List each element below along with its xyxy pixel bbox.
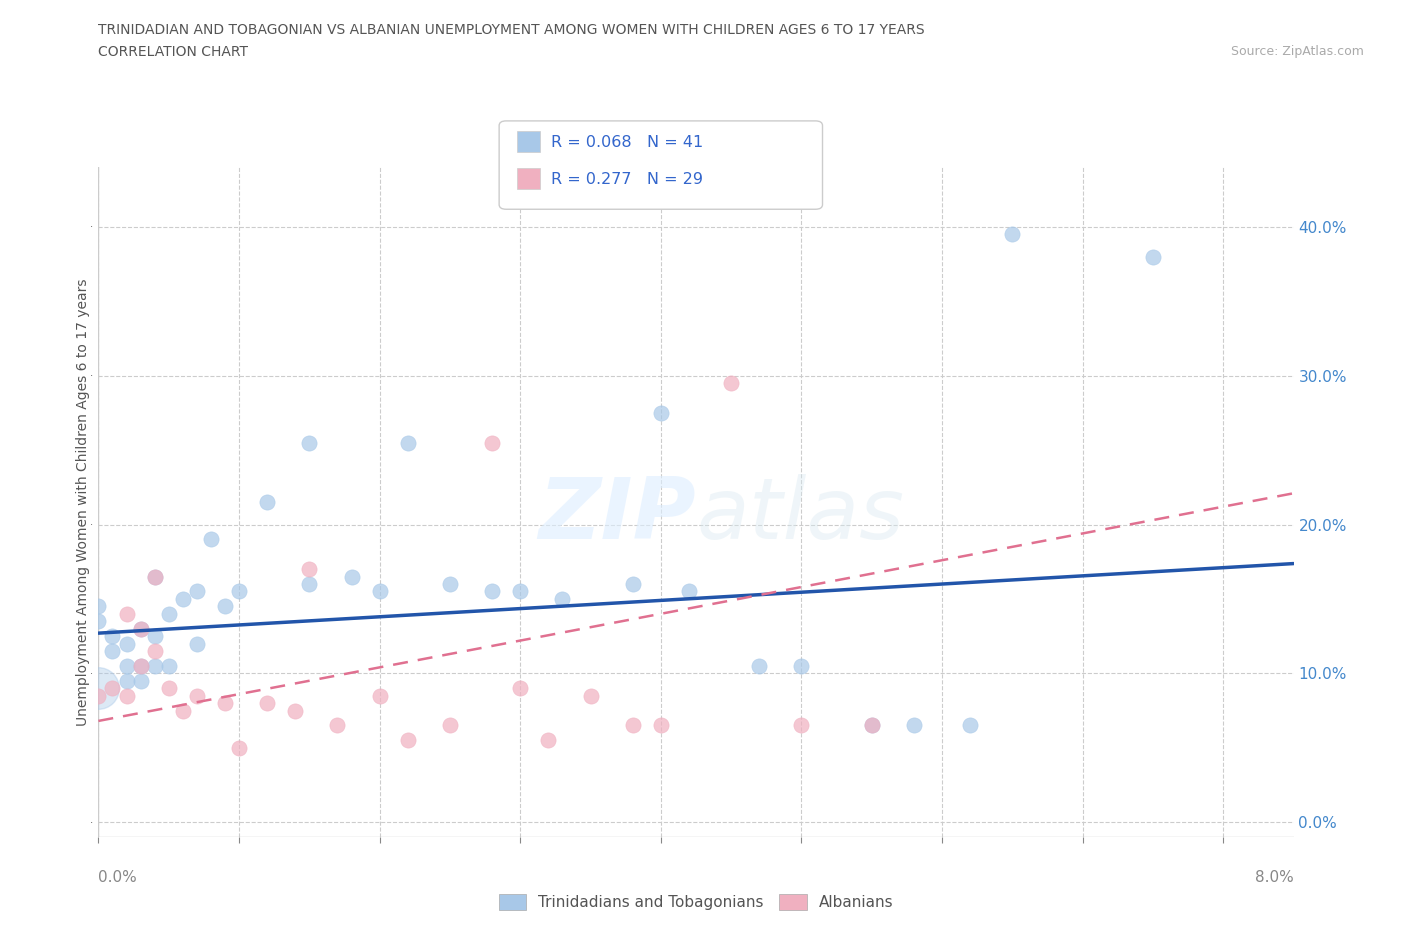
Point [298,435,321,450]
Point [1001,227,1024,242]
Point [860,718,883,733]
Point [143,569,166,584]
Point [720,376,742,391]
Point [368,688,391,703]
Point [256,495,278,510]
Text: Source: ZipAtlas.com: Source: ZipAtlas.com [1230,45,1364,58]
Point [790,658,813,673]
Point [284,703,307,718]
Text: R = 0.068   N = 41: R = 0.068 N = 41 [551,135,703,150]
Point [903,718,925,733]
Point [959,718,981,733]
Point [579,688,602,703]
Point [143,629,166,644]
Point [186,636,208,651]
Text: CORRELATION CHART: CORRELATION CHART [98,45,249,59]
Point [298,577,321,591]
Point [481,584,503,599]
Point [860,718,883,733]
Point [172,703,194,718]
Point [143,658,166,673]
Point [87,614,110,629]
Point [326,718,349,733]
Point [1142,249,1164,264]
Point [748,658,770,673]
Text: ZIP: ZIP [538,474,696,557]
Point [186,688,208,703]
Point [650,405,672,420]
Point [439,577,461,591]
Point [129,673,152,688]
Point [298,562,321,577]
Point [115,673,138,688]
Point [157,606,180,621]
Point [621,718,644,733]
Text: 8.0%: 8.0% [1254,870,1294,884]
Point [509,681,531,696]
Point [621,577,644,591]
Point [115,606,138,621]
Point [129,658,152,673]
Point [214,599,236,614]
Point [537,733,560,748]
Point [115,636,138,651]
Point [509,584,531,599]
Point [650,718,672,733]
Point [256,696,278,711]
Point [101,681,124,696]
Point [172,591,194,606]
Point [228,584,250,599]
Point [340,569,363,584]
Point [551,591,574,606]
Point [790,718,813,733]
Point [396,435,419,450]
Point [87,681,110,696]
Point [143,644,166,658]
Point [157,681,180,696]
Text: R = 0.277   N = 29: R = 0.277 N = 29 [551,172,703,187]
Point [115,688,138,703]
Point [101,629,124,644]
Text: 0.0%: 0.0% [98,870,138,884]
Point [678,584,700,599]
Text: TRINIDADIAN AND TOBAGONIAN VS ALBANIAN UNEMPLOYMENT AMONG WOMEN WITH CHILDREN AG: TRINIDADIAN AND TOBAGONIAN VS ALBANIAN U… [98,23,925,37]
Point [200,532,222,547]
Point [157,658,180,673]
Text: atlas: atlas [696,474,904,557]
Point [368,584,391,599]
Point [186,584,208,599]
Point [396,733,419,748]
Point [115,658,138,673]
Point [87,688,110,703]
Point [228,740,250,755]
Point [481,435,503,450]
Point [129,621,152,636]
Legend: Trinidadians and Tobagonians, Albanians: Trinidadians and Tobagonians, Albanians [492,888,900,916]
Point [143,569,166,584]
Y-axis label: Unemployment Among Women with Children Ages 6 to 17 years: Unemployment Among Women with Children A… [76,278,90,726]
Point [129,658,152,673]
Point [439,718,461,733]
Point [214,696,236,711]
Point [87,599,110,614]
Point [101,644,124,658]
Point [129,621,152,636]
